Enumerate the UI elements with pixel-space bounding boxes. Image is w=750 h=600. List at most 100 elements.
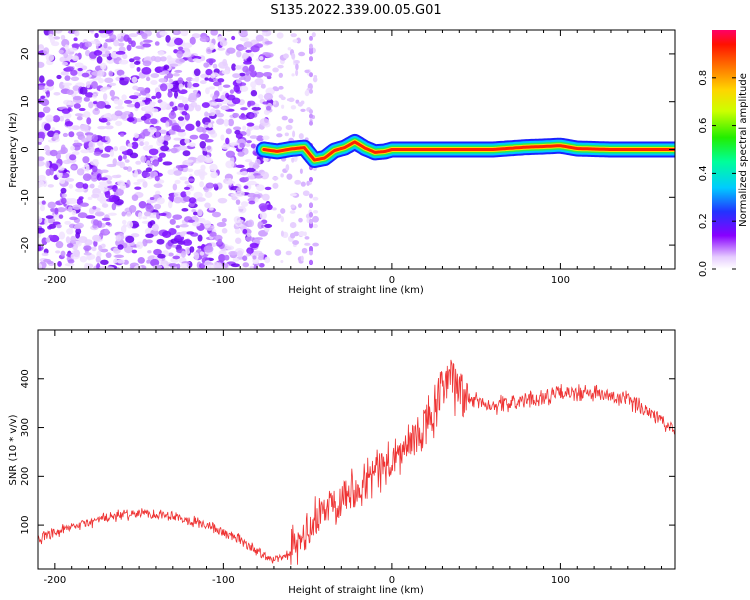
spectrogram-noise-blob bbox=[119, 77, 125, 81]
colorbar-tick-label: 0.6 bbox=[698, 118, 709, 134]
spectrogram-noise-blob bbox=[235, 199, 241, 205]
y-tick-label: 400 bbox=[20, 369, 31, 388]
spectrogram-noise-blob bbox=[70, 69, 78, 76]
spectrogram-noise-blob bbox=[203, 220, 212, 228]
spectrogram-noise-blob bbox=[46, 79, 55, 87]
spectrogram-noise-blob bbox=[138, 201, 147, 209]
spectrogram-noise-blob bbox=[240, 201, 249, 207]
spectrogram-noise-blob bbox=[192, 211, 198, 216]
spectrogram-noise-blob bbox=[100, 62, 107, 70]
spectrogram-noise-blob bbox=[145, 204, 154, 213]
spectrogram-noise-blob bbox=[294, 179, 302, 185]
spectrogram-noise-blob bbox=[249, 113, 254, 119]
spectrogram-noise-blob bbox=[278, 94, 284, 99]
spectrogram-noise-blob bbox=[285, 164, 290, 171]
spectrogram-noise-blob bbox=[250, 81, 257, 88]
spectrogram-noise-blob bbox=[157, 156, 163, 163]
spectrogram-noise-blob bbox=[189, 246, 195, 253]
spectrogram-noise-blob bbox=[166, 212, 172, 219]
spectrogram-noise-blob bbox=[175, 165, 181, 169]
spectrogram-noise-blob bbox=[154, 41, 160, 46]
spectrogram-noise-blob bbox=[41, 200, 46, 205]
spectrogram-noise-blob bbox=[60, 34, 66, 41]
spectrogram-noise-blob bbox=[57, 150, 67, 155]
spectrogram-noise-blob bbox=[43, 47, 50, 55]
spectrogram-noise-blob bbox=[70, 145, 75, 151]
spectrogram-noise-blob bbox=[67, 47, 78, 52]
spectrogram-noise-blob bbox=[92, 91, 99, 96]
spectrogram-noise-blob bbox=[72, 85, 80, 92]
spectrogram-noise-blob bbox=[281, 104, 285, 109]
spectrogram-noise-blob bbox=[70, 76, 80, 82]
spectrogram-noise-blob bbox=[203, 245, 214, 253]
spectrogram-noise-blob bbox=[101, 53, 110, 58]
spectrogram-noise-blob bbox=[92, 165, 98, 173]
spectrogram-noise-blob bbox=[185, 190, 191, 196]
spectrogram-noise-blob bbox=[259, 55, 264, 61]
spectrogram-noise-blob bbox=[251, 106, 262, 111]
spectrogram-noise-blob bbox=[147, 127, 157, 133]
spectrogram-noise-blob bbox=[178, 83, 184, 91]
spectrogram-noise-blob bbox=[205, 68, 213, 76]
spectrogram-noise-blob bbox=[312, 76, 318, 83]
spectrogram-noise-blob bbox=[264, 52, 274, 58]
spectrogram-noise-blob bbox=[180, 30, 189, 37]
spectrogram-noise-blob bbox=[73, 103, 81, 109]
spectrogram-noise-blob bbox=[83, 111, 91, 118]
spectrogram-noise-blob bbox=[161, 70, 170, 75]
spectrogram-noise-blob bbox=[131, 249, 138, 254]
spectrogram-noise-blob bbox=[88, 101, 94, 109]
spectrogram-noise-blob bbox=[66, 89, 74, 95]
spectrogram-noise-blob bbox=[249, 135, 258, 139]
spectrogram-noise-blob bbox=[95, 40, 101, 47]
spectrogram-noise-blob bbox=[252, 193, 261, 200]
spectrogram-noise-blob bbox=[169, 101, 174, 107]
spectrogram-noise-blob bbox=[111, 203, 117, 211]
spectrogram-noise-blob bbox=[101, 217, 111, 221]
spectrogram-noise-blob bbox=[238, 46, 248, 50]
spectrogram-noise-blob bbox=[309, 245, 313, 251]
spectrogram-noise-blob bbox=[88, 30, 95, 33]
spectrogram-noise-blob bbox=[126, 211, 132, 217]
spectrogram-noise-blob bbox=[168, 78, 174, 83]
spectrogram-noise-blob bbox=[98, 181, 108, 186]
spectrogram-noise-blob bbox=[220, 94, 226, 101]
spectrogram-noise-blob bbox=[114, 105, 125, 110]
spectrogram-noise-blob bbox=[45, 160, 50, 169]
spectrogram-noise-blob bbox=[151, 95, 157, 100]
spectrogram-noise-blob bbox=[250, 45, 260, 53]
spectrogram-noise-blob bbox=[262, 135, 270, 141]
spectrogram-noise-blob bbox=[291, 157, 295, 163]
spectrogram-noise-blob bbox=[309, 250, 313, 256]
spectrogram-noise-blob bbox=[45, 237, 51, 243]
spectrogram-noise-blob bbox=[62, 82, 73, 86]
spectrogram-noise-blob bbox=[225, 137, 230, 145]
spectrogram-noise-blob bbox=[101, 203, 109, 208]
spectrogram-noise-blob bbox=[242, 262, 250, 268]
spectrogram-noise-blob bbox=[57, 261, 62, 267]
spectrogram-noise-blob bbox=[193, 68, 201, 77]
spectrogram-noise-blob bbox=[258, 94, 264, 100]
spectrogram-noise-blob bbox=[293, 155, 298, 162]
spectrogram-noise-blob bbox=[254, 174, 263, 179]
spectrogram-noise-blob bbox=[85, 164, 90, 172]
spectrogram-noise-blob bbox=[87, 196, 93, 200]
spectrogram-noise-blob bbox=[153, 160, 159, 167]
snr-plot-area bbox=[38, 359, 675, 565]
spectrogram-noise-blob bbox=[58, 49, 64, 54]
spectrogram-noise-blob bbox=[115, 161, 124, 166]
spectrogram-noise-blob bbox=[104, 228, 110, 235]
spectrogram-noise-blob bbox=[258, 252, 265, 259]
spectrogram-noise-blob bbox=[218, 61, 228, 69]
spectrogram-noise-blob bbox=[125, 235, 135, 243]
spectrogram-noise-blob bbox=[138, 97, 147, 101]
spectrogram-noise-blob bbox=[106, 121, 111, 126]
spectrogram-noise-blob bbox=[38, 156, 45, 162]
spectrogram-noise-blob bbox=[185, 77, 194, 82]
spectrogram-noise-blob bbox=[205, 182, 215, 189]
colorbar-gradient bbox=[712, 30, 736, 269]
spectrogram-noise-blob bbox=[309, 223, 313, 229]
spectrogram-noise-blob bbox=[247, 100, 256, 106]
spectrogram-noise-blob bbox=[244, 176, 249, 182]
spectrogram-noise-blob bbox=[217, 47, 226, 51]
